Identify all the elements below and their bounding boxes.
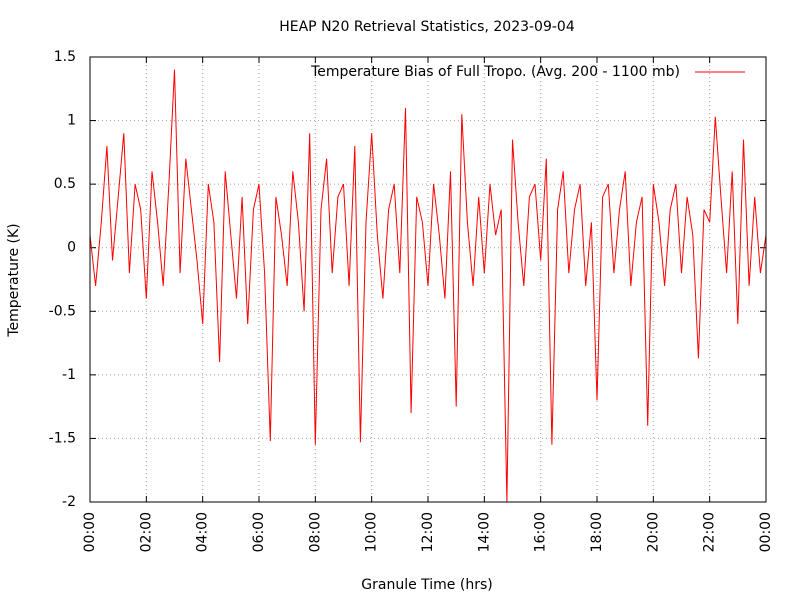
x-tick-label: 00:00 — [82, 512, 98, 552]
x-tick-label: 22:00 — [702, 512, 718, 552]
y-tick-label: 1.5 — [54, 49, 76, 65]
x-tick-label: 14:00 — [476, 512, 492, 552]
y-tick-label: -0.5 — [49, 303, 76, 319]
legend-label: Temperature Bias of Full Tropo. (Avg. 20… — [310, 64, 680, 80]
x-tick-label: 20:00 — [645, 512, 661, 552]
y-tick-label: -1 — [62, 367, 76, 383]
x-tick-label: 00:00 — [758, 512, 774, 552]
x-axis-label: Granule Time (hrs) — [361, 577, 492, 593]
x-tick-label: 10:00 — [364, 512, 380, 552]
y-tick-label: 1 — [67, 113, 76, 129]
y-tick-label: 0 — [67, 240, 76, 256]
y-tick-label: 0.5 — [54, 176, 76, 192]
x-tick-label: 18:00 — [589, 512, 605, 552]
plot-border — [89, 56, 767, 503]
x-tick-label: 08:00 — [307, 512, 323, 552]
x-tick-label: 12:00 — [420, 512, 436, 552]
data-line — [89, 69, 767, 503]
y-tick-label: -1.5 — [49, 430, 76, 446]
x-tick-label: 16:00 — [533, 512, 549, 552]
x-tick-label: 02:00 — [138, 512, 154, 552]
y-tick-label: -2 — [62, 494, 76, 510]
x-tick-label: 06:00 — [251, 512, 267, 552]
x-tick-label: 04:00 — [195, 512, 211, 552]
chart-title: HEAP N20 Retrieval Statistics, 2023-09-0… — [279, 19, 575, 35]
y-axis-label: Temperature (K) — [6, 223, 22, 337]
